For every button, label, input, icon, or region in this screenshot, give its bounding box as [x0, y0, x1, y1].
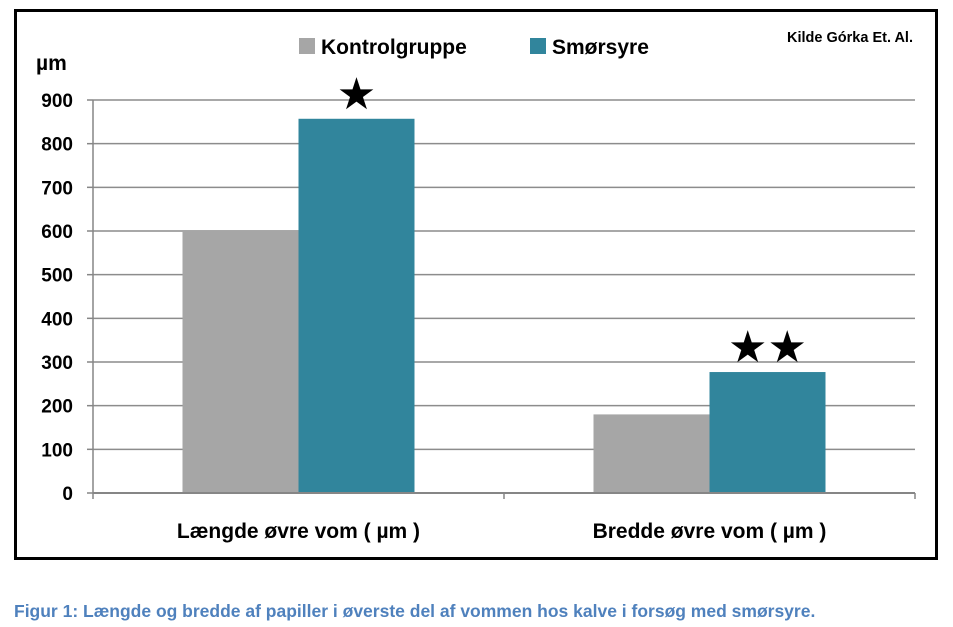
bar-0-0 — [182, 231, 299, 493]
source-note: Kilde Górka Et. Al. — [787, 30, 913, 46]
labels: 0 100 200 300 400 500 600 700 800 900 µm Længde øvr… — [36, 30, 913, 543]
legend-label: Kontrolgruppe — [321, 36, 467, 59]
y-tick-label: 800 — [41, 135, 73, 156]
bars — [182, 118, 826, 493]
bar-chart: 0 100 200 300 400 500 600 700 800 900 µm Længde øvr… — [36, 30, 916, 543]
y-tick-label: 0 — [62, 484, 73, 505]
y-tick-label: 600 — [41, 222, 73, 243]
x-category-label: Bredde øvre vom ( µm ) — [593, 520, 827, 543]
figure-caption: Figur 1: Længde og bredde af papiller i … — [14, 601, 816, 621]
legend: Kontrolgruppe Smørsyre — [299, 36, 649, 59]
y-tick-label: 300 — [41, 353, 73, 374]
y-tick-label: 400 — [41, 309, 73, 330]
legend-label: Smørsyre — [552, 36, 649, 59]
significance-star-annotation: ★ — [337, 69, 376, 120]
y-tick-label: 900 — [41, 91, 73, 112]
bar-1-1 — [709, 372, 826, 493]
legend-swatch — [299, 38, 315, 54]
y-tick-label: 700 — [41, 178, 73, 199]
y-axis-label: µm — [36, 52, 67, 75]
legend-swatch — [530, 38, 546, 54]
bar-1-0 — [593, 414, 710, 493]
significance-star-annotation: ★★ — [728, 322, 807, 373]
x-category-label: Længde øvre vom ( µm ) — [177, 520, 420, 543]
y-tick-label: 500 — [41, 266, 73, 287]
axes — [87, 99, 916, 499]
y-tick-label: 200 — [41, 397, 73, 418]
y-tick-label: 100 — [41, 440, 73, 461]
bar-0-1 — [298, 118, 415, 493]
